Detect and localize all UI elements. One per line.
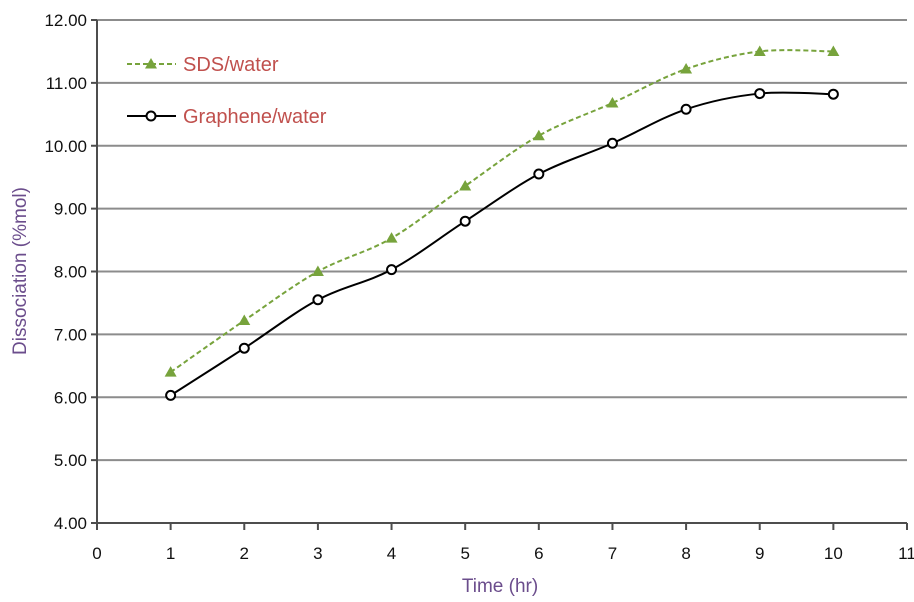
y-tick-label: 6.00 — [54, 388, 87, 407]
legend-label: SDS/water — [183, 54, 279, 76]
x-tick-label: 2 — [240, 544, 249, 563]
data-point-triangle — [680, 63, 693, 74]
x-tick-label: 3 — [313, 544, 322, 563]
data-point-triangle — [753, 45, 766, 56]
data-point-triangle — [606, 96, 619, 108]
y-axis-title: Dissociation (%mol) — [10, 187, 31, 355]
legend-item: SDS/water — [127, 54, 279, 76]
y-tick-label: 7.00 — [54, 325, 87, 344]
data-point-circle — [606, 137, 618, 149]
data-point-circle — [680, 103, 692, 115]
data-point-circle — [165, 389, 177, 401]
data-point-triangle — [827, 45, 840, 56]
y-tick-labels: 4.00 5.00 6.00 7.00 8.00 9.00 10.00 11.00 12.00 — [44, 11, 97, 533]
legend: SDS/water Graphene/water — [127, 54, 327, 128]
legend-item: Graphene/water — [127, 106, 327, 128]
x-tick-label: 5 — [460, 544, 469, 563]
y-tick-label: 11.00 — [46, 74, 87, 93]
data-point-circle — [827, 88, 839, 100]
x-tick-label: 9 — [755, 544, 764, 563]
x-tick-label: 10 — [824, 544, 843, 563]
data-point-triangle — [459, 179, 472, 191]
legend-marker-circle — [145, 110, 157, 122]
x-tick-label: 4 — [387, 544, 396, 563]
series-line — [170, 49, 834, 373]
series-line — [170, 91, 834, 397]
y-tick-label: 9.00 — [54, 200, 87, 219]
y-tick-label: 12.00 — [44, 11, 87, 30]
data-point-triangle — [311, 265, 324, 276]
data-point-triangle — [238, 314, 251, 326]
data-point-circle — [312, 294, 324, 306]
y-tick-label: 5.00 — [54, 451, 87, 470]
x-tick-labels: 0 1 2 3 4 5 6 7 8 9 10 11 — [92, 523, 914, 563]
data-point-triangle — [385, 232, 398, 243]
x-tick-label: 7 — [608, 544, 617, 563]
x-tick-label: 8 — [681, 544, 690, 563]
data-point-triangle — [532, 129, 545, 141]
x-tick-label: 11 — [898, 544, 914, 563]
data-point-triangle — [164, 366, 177, 377]
legend-marker-triangle — [145, 58, 157, 69]
series-graphene-water — [165, 88, 839, 401]
y-tick-label: 8.00 — [54, 263, 87, 282]
x-axis-title: Time (hr) — [462, 576, 538, 597]
x-tick-label: 6 — [534, 544, 543, 563]
series-sds-water — [164, 45, 840, 377]
data-point-circle — [238, 342, 250, 354]
y-tick-label: 4.00 — [54, 514, 87, 533]
series — [164, 45, 840, 401]
legend-label: Graphene/water — [183, 106, 327, 128]
data-point-circle — [459, 215, 471, 227]
x-tick-label: 0 — [92, 544, 101, 563]
data-point-circle — [386, 264, 398, 276]
x-tick-label: 1 — [166, 544, 175, 563]
data-point-circle — [533, 168, 545, 180]
gridlines — [97, 19, 907, 462]
y-tick-label: 10.00 — [44, 137, 87, 156]
data-point-circle — [754, 88, 766, 100]
